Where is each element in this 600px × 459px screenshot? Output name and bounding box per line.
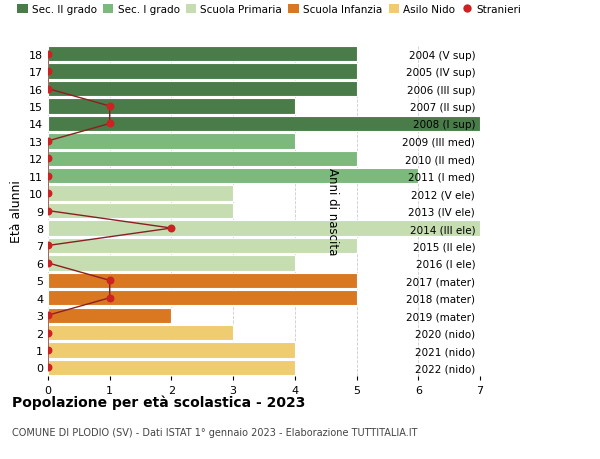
Point: [43, 242, 53, 250]
Point: [43, 364, 53, 371]
Bar: [48, 273, 356, 288]
Point: [43, 68, 53, 76]
Bar: [48, 203, 233, 219]
Bar: [48, 99, 295, 114]
Text: Popolazione per età scolastica - 2023: Popolazione per età scolastica - 2023: [12, 395, 305, 409]
Bar: [48, 82, 356, 97]
Point: [105, 103, 115, 111]
Bar: [48, 169, 418, 184]
Point: [43, 51, 53, 58]
Point: [105, 121, 115, 128]
Bar: [48, 134, 295, 149]
Y-axis label: Anni di nascita: Anni di nascita: [326, 168, 339, 255]
Bar: [48, 47, 356, 62]
Point: [43, 155, 53, 162]
Bar: [48, 186, 233, 202]
Bar: [48, 291, 356, 306]
Point: [43, 312, 53, 319]
Point: [43, 260, 53, 267]
Bar: [48, 238, 356, 253]
Point: [43, 86, 53, 93]
Bar: [48, 117, 480, 132]
Point: [43, 347, 53, 354]
Text: COMUNE DI PLODIO (SV) - Dati ISTAT 1° gennaio 2023 - Elaborazione TUTTITALIA.IT: COMUNE DI PLODIO (SV) - Dati ISTAT 1° ge…: [12, 427, 418, 437]
Y-axis label: Età alunni: Età alunni: [10, 180, 23, 242]
Bar: [48, 151, 356, 167]
Point: [105, 277, 115, 285]
Legend: Sec. II grado, Sec. I grado, Scuola Primaria, Scuola Infanzia, Asilo Nido, Stran: Sec. II grado, Sec. I grado, Scuola Prim…: [17, 5, 521, 15]
Bar: [48, 308, 172, 323]
Bar: [48, 64, 356, 80]
Bar: [48, 325, 233, 341]
Bar: [48, 221, 480, 236]
Point: [43, 207, 53, 215]
Point: [43, 173, 53, 180]
Bar: [48, 256, 295, 271]
Bar: [48, 342, 295, 358]
Point: [43, 138, 53, 145]
Point: [43, 190, 53, 197]
Bar: [48, 360, 295, 375]
Point: [105, 294, 115, 302]
Point: [167, 225, 176, 232]
Point: [43, 329, 53, 336]
